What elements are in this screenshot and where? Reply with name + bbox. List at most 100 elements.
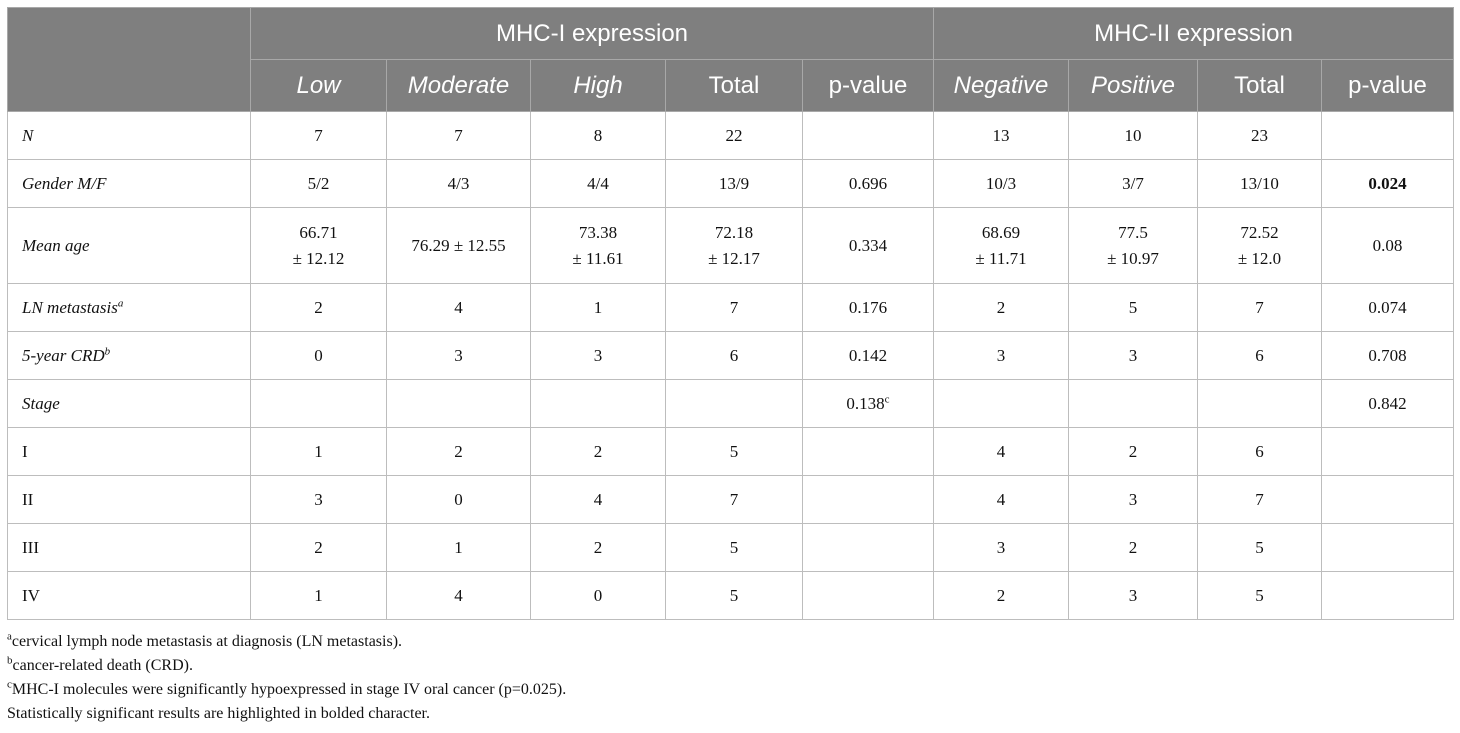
table-cell: 2 [1068,427,1198,476]
table-cell: 2 [386,427,531,476]
table-cell [1320,427,1455,476]
row-label: IV [7,571,251,620]
table-cell: 0.074 [1320,283,1455,332]
cell-line: 77.5 [1118,222,1148,242]
table-cell: 0.842 [1320,379,1455,428]
table-cell: 23 [1197,111,1322,160]
table-cell: 7 [665,283,803,332]
footnote: Statistically significant results are hi… [7,702,566,726]
table-row: IV 1 4 0 5 2 3 5 [7,571,1455,620]
table-row: LN metastasisa 2 4 1 7 0.176 2 5 7 0.074 [7,283,1455,332]
row-label-text: 5-year CRD [22,345,105,365]
cell-line: ± 12.12 [292,248,345,268]
table-cell: 3 [1068,331,1198,380]
footnote: bcancer-related death (CRD). [7,654,566,678]
table-cell: 2 [530,427,666,476]
table-cell: 72.52 ± 12.0 [1197,207,1322,284]
pvalue-text: 0.138 [846,393,885,413]
table-cell: 2 [1068,523,1198,572]
row-label: Gender M/F [7,159,251,208]
table-cell: 7 [250,111,387,160]
cell-line: ± 11.61 [572,248,624,268]
table-cell: 3 [933,331,1069,380]
table-cell: 10/3 [933,159,1069,208]
table-cell: 72.18 ± 12.17 [665,207,803,284]
table-cell: 4 [530,475,666,524]
table-cell [802,111,934,160]
footnote-text: MHC-I molecules were significantly hypoe… [11,681,567,698]
table-cell: 13/10 [1197,159,1322,208]
table-cell [1320,523,1455,572]
cell-line: ± 12.17 [708,248,760,268]
header-mhc2: MHC-II expression [932,7,1455,60]
table-cell: 1 [530,283,666,332]
table-cell [1197,379,1322,428]
table-cell: 1 [250,571,387,620]
table-cell: 0 [530,571,666,620]
table-cell: 0.08 [1320,207,1455,284]
table-cell: 68.69 ± 11.71 [933,207,1069,284]
footnote-marker: c [7,678,12,691]
table-cell: 1 [250,427,387,476]
table-cell: 0.176 [802,283,934,332]
table-cell [802,427,934,476]
cell-line: ± 11.71 [975,248,1027,268]
table-cell: 1 [386,523,531,572]
cell-line: 76.29 ± 12.55 [411,235,506,255]
header-high: High [530,59,666,112]
footnote-marker: a [7,630,12,643]
table-cell: 0.138c [802,379,934,428]
footnote-marker: b [7,654,13,667]
table-row: II 3 0 4 7 4 3 7 [7,475,1455,524]
table-cell: 2 [250,283,387,332]
table-cell: 4 [933,427,1069,476]
table-cell: 6 [1197,427,1322,476]
table-cell: 5 [665,427,803,476]
table-cell: 13/9 [665,159,803,208]
table-row: III 2 1 2 5 3 2 5 [7,523,1455,572]
footnote-text: cancer-related death (CRD). [12,657,193,674]
footnote: acervical lymph node metastasis at diagn… [7,630,566,654]
cell-line: 72.18 [714,222,754,242]
table-row: N 7 7 8 22 13 10 23 [7,111,1455,160]
table-cell: 7 [665,475,803,524]
footnote: cMHC-I molecules were significantly hypo… [7,678,566,702]
table-cell: 3 [250,475,387,524]
table-cell: 5 [1197,571,1322,620]
footnote-marker: a [117,296,124,309]
table-cell: 0.334 [802,207,934,284]
table-cell: 2 [933,283,1069,332]
footnote-text: cervical lymph node metastasis at diagno… [11,633,403,650]
header-mhc1: MHC-I expression [250,7,934,60]
table-cell: 4 [386,571,531,620]
row-label: II [7,475,251,524]
header-positive: Positive [1068,59,1198,112]
table-row: Gender M/F 5/2 4/3 4/4 13/9 0.696 10/3 3… [7,159,1455,208]
table-cell: 7 [1197,283,1322,332]
table-cell: 3 [1068,475,1198,524]
table-cell: 5 [1197,523,1322,572]
table-cell: 3 [386,331,531,380]
significant-pvalue: 0.024 [1320,159,1455,208]
row-label-text: LN metastasis [22,297,118,317]
table-cell: 77.5 ± 10.97 [1068,207,1198,284]
results-table: MHC-I expression MHC-II expression Low M… [7,7,1455,620]
table-row: 5-year CRDb 0 3 3 6 0.142 3 3 6 0.708 [7,331,1455,380]
table-cell: 0 [386,475,531,524]
table-footnotes: acervical lymph node metastasis at diagn… [7,630,566,726]
table-cell [933,379,1069,428]
footnote-text: Statistically significant results are hi… [7,705,430,722]
table-cell: 4 [933,475,1069,524]
cell-line: 73.38 [578,222,618,242]
table-cell: 6 [665,331,803,380]
table-cell: 5 [665,571,803,620]
table-cell [1320,111,1455,160]
table-cell: 0 [250,331,387,380]
table-cell: 0.142 [802,331,934,380]
table-cell: 5 [665,523,803,572]
table-cell: 3/7 [1068,159,1198,208]
row-label: III [7,523,251,572]
table-cell: 0.696 [802,159,934,208]
table-cell: 13 [933,111,1069,160]
header-row-groups: MHC-I expression MHC-II expression [7,7,1455,112]
